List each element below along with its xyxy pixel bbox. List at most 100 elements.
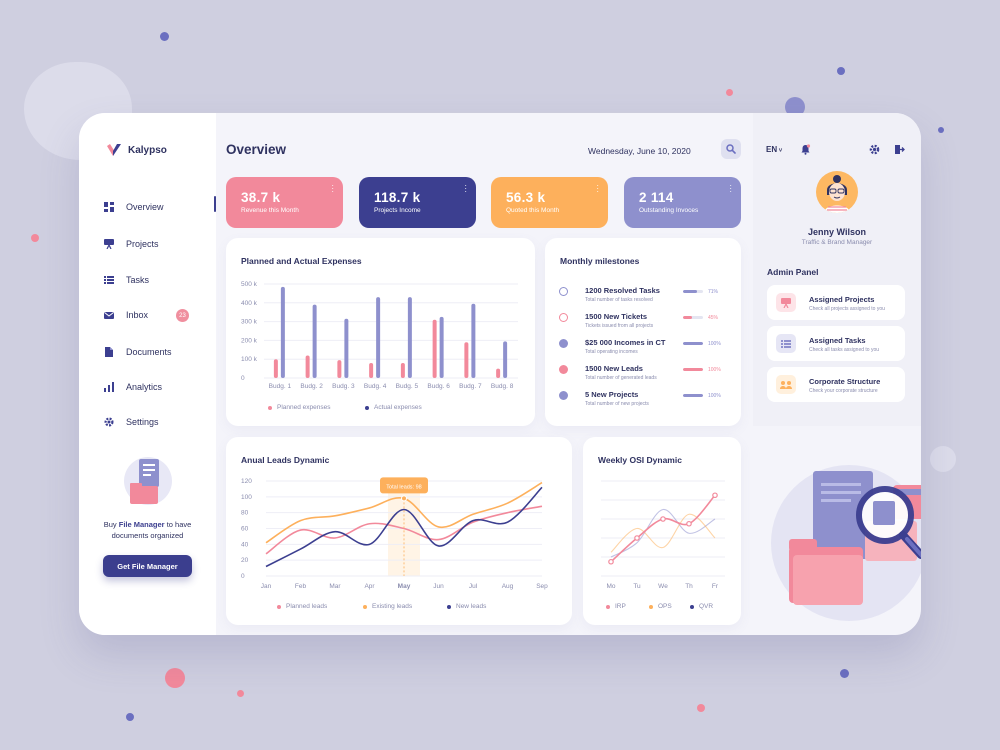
milestone-item[interactable]: 1200 Resolved Tasks Total number of tasks… [559,286,729,308]
x-tick-label: Jul [469,583,478,590]
sidebar-item-documents[interactable]: Documents [104,342,216,362]
get-file-manager-button[interactable]: Get File Manager [103,555,192,577]
milestone-item[interactable]: 1500 New Tickets Tickets issued from all … [559,312,729,334]
stat-card-revenue[interactable]: 38.7 k Revenue this Month · · · [226,177,343,228]
user-role: Traffic & Brand Manager [801,239,873,246]
x-tick-label: Budg. 5 [396,383,419,390]
progress-percent: 100% [708,393,721,399]
series-line-new-leads[interactable] [265,486,543,568]
presentation-icon [104,239,114,249]
milestone-subtitle: Tickets issued from all projects [585,323,654,329]
bar-planned[interactable] [464,342,469,378]
promo-text-prefix: Buy [103,520,117,529]
list-icon [104,275,114,285]
tooltip-box [380,477,428,494]
bar-actual[interactable] [471,303,476,378]
sidebar-item-settings[interactable]: Settings [104,412,216,432]
list-icon [776,334,796,353]
chart-title: Anual Leads Dynamic [241,455,330,465]
ring-icon [559,287,568,296]
stat-card-projects-income[interactable]: 118.7 k Projects Income · · · [359,177,476,228]
settings-gear-icon[interactable] [869,144,880,155]
x-tick-label: Sep [536,583,548,590]
bar-actual[interactable] [280,286,285,378]
milestone-title: 5 New Projects [585,390,639,399]
more-options-icon[interactable]: · · · [464,181,467,196]
progress-fill [683,316,692,319]
milestone-item[interactable]: $25 000 Incomes in CT Total operating inc… [559,338,729,360]
bar-actual[interactable] [503,341,508,378]
legend-actual-expenses: Actual expenses [365,404,422,411]
sidebar-item-tasks[interactable]: Tasks [104,270,216,290]
data-point-marker[interactable] [401,495,407,502]
sidebar-item-overview[interactable]: Overview [104,196,216,217]
stat-card-quoted[interactable]: 56.3 k Quoted this Month · · · [491,177,608,228]
bar-actual[interactable] [344,318,349,378]
search-icon [726,144,736,154]
chart-title: Planned and Actual Expenses [241,256,362,266]
active-indicator [214,196,216,212]
x-tick-label: Budg. 6 [427,383,450,390]
bg-dot [938,127,944,133]
ring-icon [559,313,568,322]
legend-new-leads: New leads [447,603,486,610]
more-options-icon[interactable]: · · · [331,181,334,196]
sidebar-item-inbox[interactable]: Inbox 23 [104,305,216,325]
milestone-item[interactable]: 1500 New Leads Total number of generated … [559,364,729,386]
milestone-subtitle: Total number of tasks resolved [585,297,653,303]
admin-panel-title: Admin Panel [767,267,819,277]
x-tick-label: We [658,583,668,590]
y-tick-label: 100 [241,494,252,501]
bar-actual[interactable] [439,316,444,378]
admin-item-assigned-tasks[interactable]: Assigned Tasks Check all tasks assigned … [767,326,905,361]
bar-planned[interactable] [337,360,342,378]
brand-name: Kalypso [128,144,167,156]
bg-dot [126,713,134,721]
admin-item-subtitle: Check all projects assigned to you [809,306,885,312]
bar-planned[interactable] [496,368,501,378]
progress-fill [683,394,703,397]
series-line-irp[interactable] [610,494,716,563]
data-point-marker[interactable] [634,535,640,541]
bar-planned[interactable] [273,359,278,378]
bar-planned[interactable] [369,362,374,378]
language-value: EN [766,145,778,154]
data-point-marker[interactable] [660,516,666,522]
more-options-icon[interactable]: · · · [729,181,732,196]
page-title: Overview [226,142,287,157]
legend-dot [363,604,367,609]
admin-item-assigned-projects[interactable]: Assigned Projects Check all projects ass… [767,285,905,320]
stat-card-outstanding-invoices[interactable]: 2 114 Outstanding Invoces · · · [624,177,741,228]
bar-actual[interactable] [376,297,381,378]
progress-bar [683,368,703,371]
data-point-marker[interactable] [608,558,614,565]
milestone-item[interactable]: 5 New Projects Total number of new projec… [559,390,729,412]
bar-planned[interactable] [400,362,405,378]
bell-icon[interactable] [800,144,811,155]
sidebar-item-label: Analytics [126,382,163,392]
sidebar-item-projects[interactable]: Projects [104,234,216,254]
series-line-planned-leads[interactable] [265,505,543,555]
progress-fill [683,368,703,371]
series-line-qvr[interactable] [610,508,716,558]
bar-planned[interactable] [432,319,437,378]
legend-label: Planned leads [286,603,328,610]
admin-item-corporate-structure[interactable]: Corporate Structure Check your corporate… [767,367,905,402]
data-point-marker[interactable] [686,520,692,527]
bar-planned[interactable] [305,355,310,378]
inbox-count-badge: 23 [176,309,189,322]
search-button[interactable] [721,139,741,159]
data-point-marker[interactable] [712,492,718,499]
bar-actual[interactable] [407,297,412,378]
logout-icon[interactable] [894,144,905,155]
avatar[interactable] [816,171,858,213]
more-options-icon[interactable]: · · · [596,181,599,196]
promo-text-suffix: to have documents organized [111,520,192,540]
x-tick-label: Aug [502,583,514,590]
brand-logo[interactable]: Kalypso [106,143,167,157]
leads-line-chart: 0 20 40 60 80 100 120 Jan Feb Mar Apr May Jun Jul Aug S… [241,477,548,590]
language-selector[interactable]: EN ˅ [766,145,782,154]
y-tick-label: 60 [241,526,249,533]
bar-actual[interactable] [312,304,317,378]
sidebar-item-analytics[interactable]: Analytics [104,377,216,397]
